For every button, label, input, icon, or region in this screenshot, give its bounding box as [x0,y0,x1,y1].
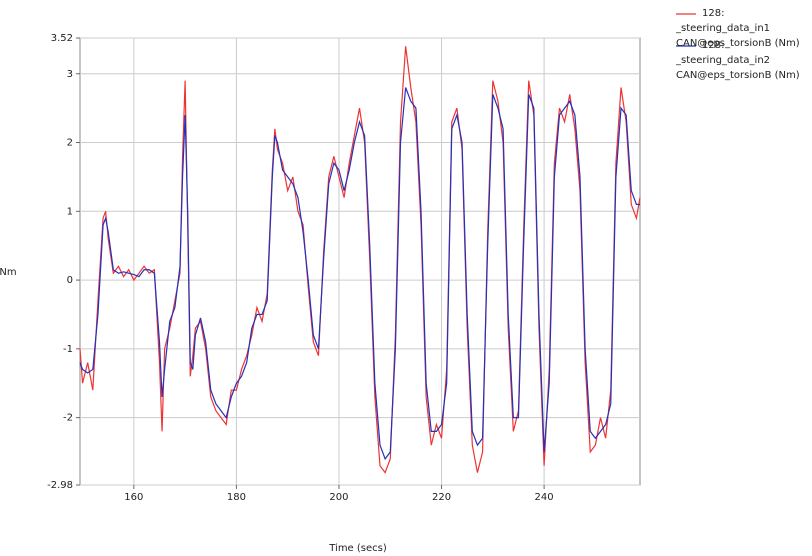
legend-label: 128: _steering_data_in1 CAN@eps_torsionB… [676,8,800,49]
x-tick-label: 180 [227,492,246,503]
x-tick-label: 200 [329,492,348,503]
y-tick-label: 0 [67,275,73,286]
y-tick-label: 1 [67,206,73,217]
y-tick-label: -2 [63,413,73,424]
y-tick-label: -1 [63,344,73,355]
y-tick-label: -2.98 [47,480,73,491]
series-line [79,87,640,461]
x-tick-label: 220 [432,492,451,503]
y-tick-label: 3 [67,69,73,80]
x-axis-label: Time (secs) [328,543,387,554]
legend-label: 128: _steering_data_in2 CAN@eps_torsionB… [676,40,800,81]
y-tick-label: 2 [67,138,73,149]
x-tick-label: 240 [535,492,554,503]
y-axis-label: Nm [0,267,17,278]
y-tick-label: 3.52 [51,33,73,44]
x-tick-label: 160 [124,492,143,503]
